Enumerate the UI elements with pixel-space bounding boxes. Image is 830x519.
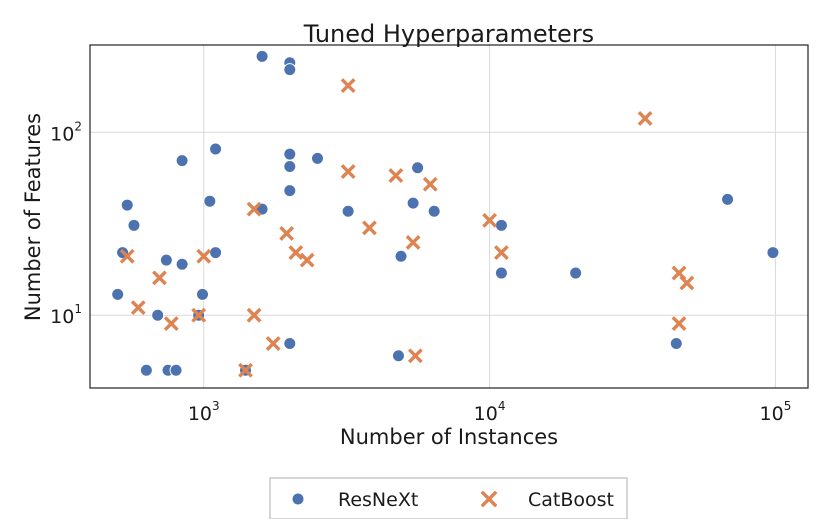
- point-resnext: [494, 266, 508, 280]
- point-catboost: [407, 348, 423, 364]
- point-resnext: [175, 257, 189, 271]
- point-resnext: [209, 246, 223, 260]
- point-resnext: [255, 49, 269, 63]
- point-catboost: [119, 248, 135, 264]
- point-catboost: [299, 252, 315, 268]
- point-resnext: [411, 161, 425, 175]
- x-axis-label: Number of Instances: [340, 425, 558, 449]
- point-catboost: [388, 168, 404, 183]
- point-resnext: [391, 349, 405, 363]
- point-resnext: [111, 287, 125, 301]
- point-resnext: [175, 154, 189, 168]
- x-tick-label: 104: [474, 399, 506, 425]
- legend-label-resnext: ResNeXt: [338, 489, 418, 511]
- point-catboost: [422, 176, 438, 192]
- point-catboost: [238, 362, 253, 378]
- y-tick-label: 102: [50, 119, 82, 145]
- x-tick-label: 105: [760, 399, 792, 425]
- point-resnext: [120, 198, 134, 212]
- point-resnext: [721, 192, 735, 206]
- point-resnext: [283, 337, 297, 351]
- grid-lines: [90, 45, 808, 388]
- point-catboost: [196, 248, 212, 264]
- point-resnext: [406, 196, 420, 210]
- point-resnext: [394, 249, 408, 263]
- point-catboost: [637, 111, 653, 126]
- point-catboost: [191, 307, 207, 323]
- x-tick-label: 103: [188, 399, 220, 425]
- point-resnext: [283, 184, 297, 198]
- point-resnext: [196, 287, 210, 301]
- plot-frame: [89, 44, 809, 389]
- point-catboost: [246, 201, 262, 217]
- y-tick-label: 101: [50, 302, 82, 328]
- data-points: [111, 49, 780, 378]
- point-resnext: [494, 218, 508, 232]
- point-catboost: [362, 220, 377, 236]
- point-catboost: [246, 307, 262, 323]
- point-catboost: [340, 78, 356, 93]
- legend-marker-catboost: [480, 490, 498, 508]
- point-catboost: [405, 235, 421, 250]
- point-catboost: [494, 245, 509, 260]
- legend-marker-resnext: [291, 492, 305, 506]
- point-resnext: [427, 204, 441, 218]
- point-catboost: [130, 300, 146, 316]
- point-resnext: [569, 266, 583, 280]
- point-catboost: [152, 270, 167, 286]
- point-catboost: [288, 245, 304, 260]
- point-resnext: [159, 253, 173, 267]
- point-catboost: [482, 212, 497, 228]
- point-catboost: [265, 336, 281, 351]
- point-resnext: [766, 246, 780, 260]
- chart-title: Tuned Hyperparameters: [303, 20, 594, 48]
- point-resnext: [127, 218, 141, 232]
- point-resnext: [169, 363, 183, 377]
- axis-ticks: 103 104 105 101 102: [50, 119, 791, 425]
- legend-label-catboost: CatBoost: [528, 489, 614, 511]
- point-catboost: [163, 316, 179, 331]
- legend-box: [269, 477, 628, 519]
- point-catboost: [279, 226, 295, 241]
- point-resnext: [341, 204, 355, 218]
- point-resnext: [283, 63, 297, 77]
- point-resnext: [669, 337, 683, 351]
- point-resnext: [209, 142, 223, 156]
- y-axis-label: Number of Features: [21, 113, 45, 321]
- point-catboost: [671, 316, 687, 331]
- point-resnext: [283, 160, 297, 174]
- legend: ResNeXt CatBoost: [269, 477, 628, 519]
- point-catboost: [679, 275, 695, 291]
- point-resnext: [151, 308, 165, 322]
- point-resnext: [203, 194, 217, 208]
- point-resnext: [139, 363, 153, 377]
- point-resnext: [310, 151, 324, 165]
- point-resnext: [283, 147, 297, 161]
- point-catboost: [340, 164, 356, 179]
